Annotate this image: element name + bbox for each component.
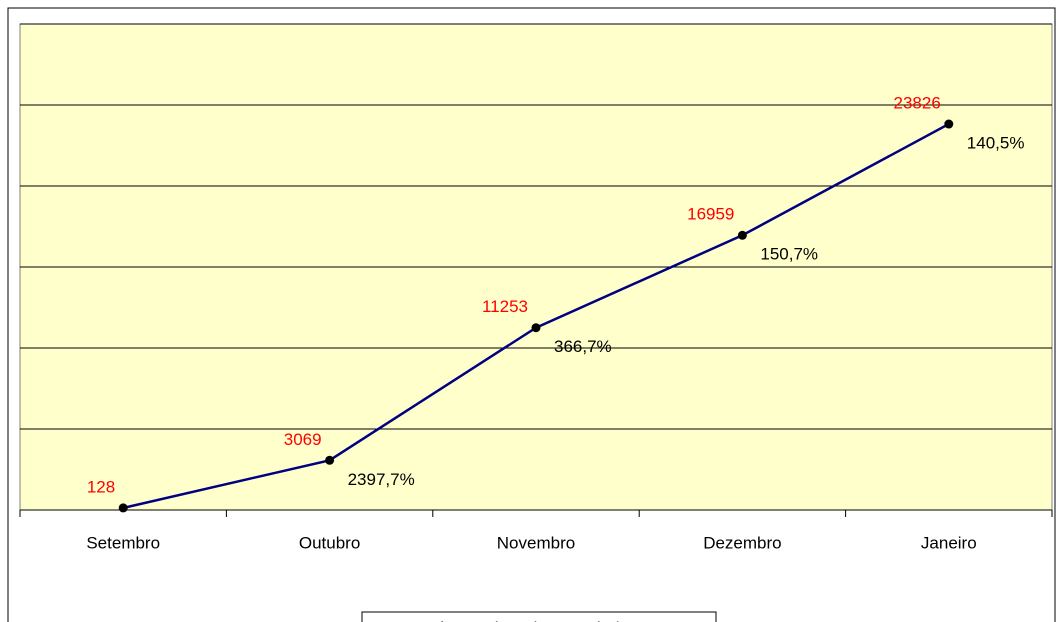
growth-label: 150,7% — [760, 245, 818, 264]
point — [944, 119, 954, 129]
point — [325, 455, 335, 465]
x-tick-label: Janeiro — [921, 533, 977, 552]
point — [118, 503, 128, 513]
point — [737, 230, 747, 240]
x-tick-label: Outubro — [299, 533, 360, 552]
value-label: 23826 — [894, 94, 941, 113]
legend-label: Número de ordens enviadas — [424, 618, 638, 622]
growth-label: 140,5% — [967, 134, 1025, 153]
value-label: 16959 — [687, 205, 734, 224]
point — [531, 323, 541, 333]
x-tick-label: Setembro — [86, 533, 160, 552]
value-label: 128 — [87, 477, 115, 496]
growth-label: 2397,7% — [348, 470, 415, 489]
legend-box — [361, 611, 717, 622]
value-label: 11253 — [482, 297, 528, 316]
x-tick-label: Novembro — [497, 533, 575, 552]
x-tick-label: Dezembro — [703, 533, 781, 552]
growth-label: 366,7% — [554, 337, 612, 356]
value-label: 3069 — [284, 430, 322, 449]
